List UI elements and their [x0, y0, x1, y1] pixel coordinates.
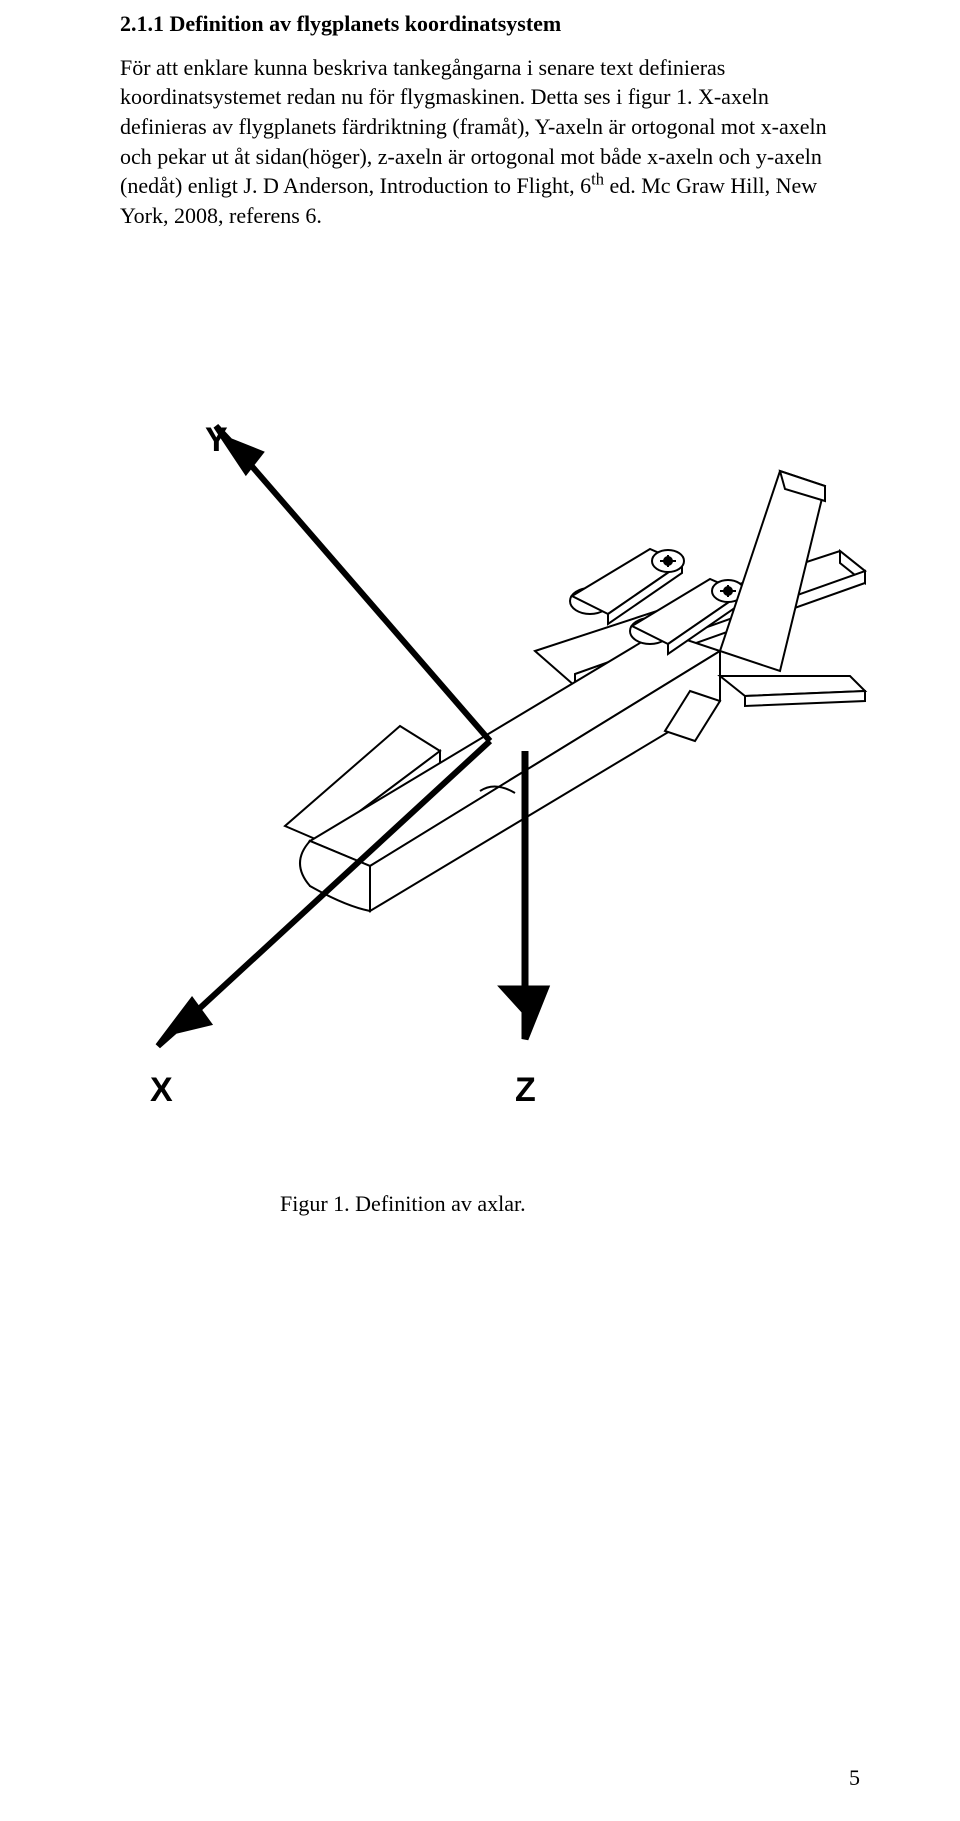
z-axis-label: Z	[515, 1071, 536, 1109]
page: 2.1.1 Definition av flygplanets koordina…	[0, 0, 960, 1821]
figure: Y X Z Figur 1. Definition av axlar.	[120, 271, 860, 1217]
y-axis-label: Y	[205, 421, 228, 459]
aircraft-axes-diagram: Y X Z	[120, 271, 880, 1131]
page-number: 5	[849, 1765, 860, 1791]
x-axis	[158, 741, 490, 1046]
x-axis-label: X	[150, 1071, 173, 1109]
y-axis	[216, 426, 490, 741]
section-heading: 2.1.1 Definition av flygplanets koordina…	[120, 10, 860, 39]
figure-caption: Figur 1. Definition av axlar.	[280, 1191, 860, 1217]
paragraph-superscript: th	[591, 170, 604, 189]
body-paragraph: För att enklare kunna beskriva tankegång…	[120, 53, 860, 231]
